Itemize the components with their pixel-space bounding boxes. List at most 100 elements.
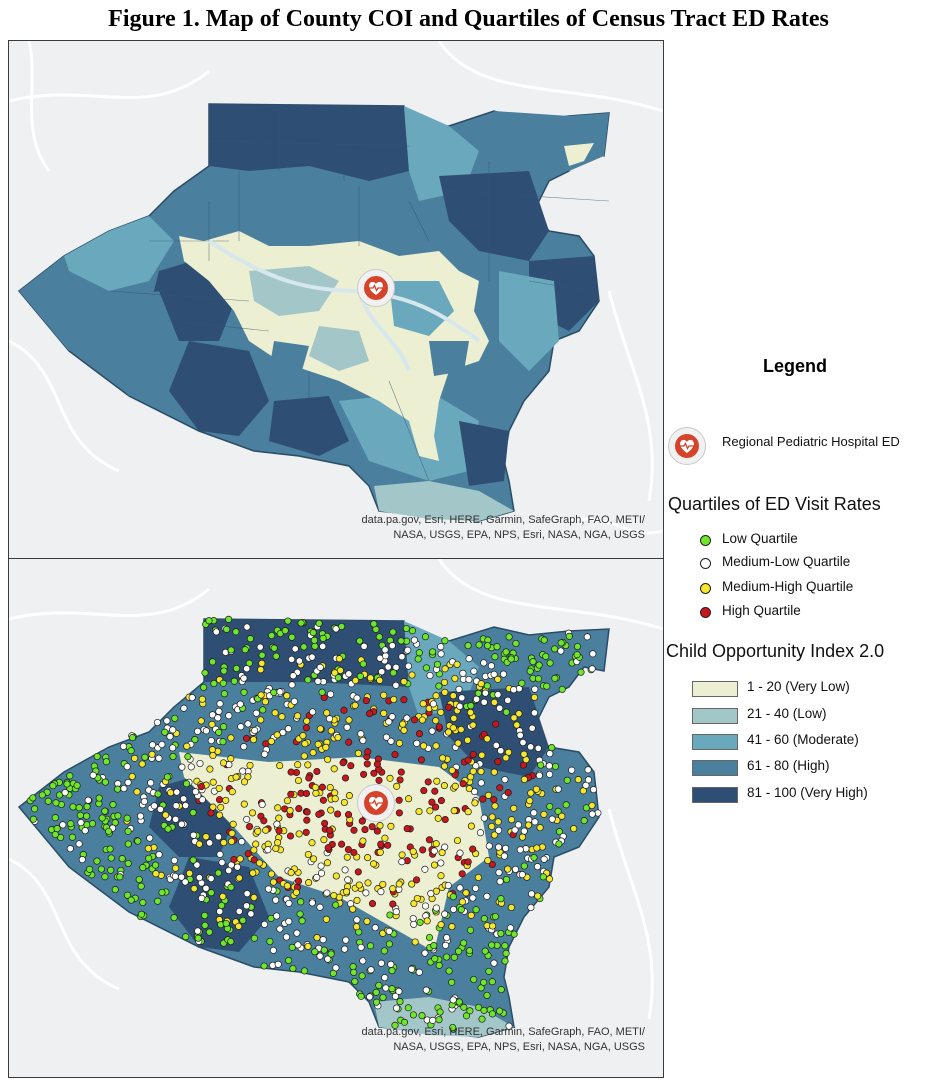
- tract-dot: [377, 840, 385, 848]
- tract-dot: [254, 827, 262, 835]
- tract-dot: [436, 1008, 444, 1016]
- tract-dot: [534, 892, 542, 900]
- tract-dot: [377, 959, 385, 967]
- tract-dot: [465, 785, 473, 793]
- coi-label: 21 - 40 (Low): [747, 706, 827, 721]
- tract-dot: [555, 828, 564, 836]
- tract-dot: [83, 812, 91, 820]
- tract-dot: [264, 846, 272, 854]
- tract-dot: [536, 824, 544, 832]
- tract-dot: [531, 818, 539, 826]
- tract-dot: [411, 716, 419, 724]
- tract-dot: [313, 873, 321, 881]
- tract-dot: [565, 632, 573, 640]
- tract-dot: [135, 875, 143, 884]
- tract-dot: [235, 922, 243, 930]
- tract-dot: [177, 873, 186, 881]
- tract-dot: [275, 827, 283, 835]
- tract-dot: [438, 849, 446, 857]
- tract-dot: [477, 767, 485, 776]
- tract-dot: [230, 677, 238, 685]
- quartile-label: Low Quartile: [722, 531, 798, 546]
- tract-dot: [304, 676, 312, 684]
- tract-dot: [240, 800, 248, 808]
- tract-dot: [251, 726, 259, 735]
- tract-dot: [244, 720, 252, 728]
- coi-map-panel[interactable]: data.pa.gov, Esri, HERE, Garmin, SafeGra…: [8, 40, 664, 559]
- tract-dot: [163, 773, 171, 781]
- tract-dot: [386, 911, 394, 919]
- tract-dot: [128, 772, 136, 781]
- tract-dot: [133, 788, 141, 796]
- tract-dot: [513, 721, 521, 729]
- tract-dot: [109, 801, 117, 809]
- tract-dot: [467, 911, 475, 919]
- tract-dot: [382, 984, 390, 992]
- tract-dot: [449, 724, 457, 732]
- tract-dot: [370, 860, 378, 868]
- tract-dot: [123, 763, 131, 771]
- tract-dot: [529, 658, 537, 666]
- tract-dot: [392, 681, 400, 689]
- tract-dot: [170, 914, 178, 922]
- tract-dot: [353, 916, 361, 924]
- tract-dot: [258, 659, 266, 667]
- tract-dot: [334, 674, 342, 682]
- tract-dot: [345, 716, 353, 724]
- tract-dot: [314, 677, 322, 685]
- tract-dot: [456, 849, 464, 857]
- tract-dot: [391, 751, 399, 759]
- tract-dot: [353, 694, 361, 702]
- tract-dot: [38, 791, 46, 799]
- tract-dot: [147, 779, 155, 787]
- tract-dot: [399, 720, 407, 728]
- tract-dot: [261, 698, 269, 706]
- tract-dot: [84, 796, 92, 804]
- tract-dot: [356, 672, 364, 680]
- tract-dot: [377, 888, 385, 896]
- tract-dot: [450, 714, 458, 722]
- tract-dot: [483, 682, 491, 690]
- hospital-marker-icon[interactable]: [357, 784, 395, 822]
- tract-dot: [304, 761, 312, 769]
- tract-dot: [487, 662, 495, 670]
- tract-dot: [483, 991, 491, 999]
- tract-dot: [250, 893, 258, 902]
- tract-dot: [554, 785, 562, 793]
- tract-dot: [316, 903, 324, 911]
- tract-dot: [44, 797, 52, 805]
- tract-dot: [360, 642, 368, 650]
- tract-dot: [349, 963, 357, 971]
- tract-dot: [319, 642, 327, 650]
- tract-dot: [520, 750, 528, 758]
- tract-dot: [259, 706, 267, 714]
- tract-dot: [124, 778, 132, 787]
- tract-dot: [545, 762, 553, 770]
- tract-dot: [323, 889, 331, 897]
- tract-dot: [515, 710, 523, 718]
- tract-dot: [418, 716, 426, 724]
- tract-dot: [477, 779, 485, 787]
- tract-dot: [466, 1007, 474, 1015]
- tract-dot: [357, 943, 365, 951]
- tract-dot: [236, 700, 244, 708]
- hospital-marker-icon[interactable]: [357, 269, 395, 307]
- tract-dot: [327, 950, 335, 958]
- tract-dot: [441, 665, 449, 673]
- basemap-roads: [9, 559, 663, 1020]
- tract-dot: [309, 708, 317, 716]
- tract-dot: [524, 821, 533, 829]
- tract-dot: [300, 643, 308, 651]
- tract-dot: [528, 890, 536, 898]
- tract-dot: [490, 796, 498, 804]
- tract-dot: [216, 850, 224, 858]
- county-boundary: [17, 103, 610, 522]
- tract-dot: [200, 683, 208, 691]
- tract-dot: [413, 876, 421, 884]
- ed-quartile-map-panel[interactable]: data.pa.gov, Esri, HERE, Garmin, SafeGra…: [8, 558, 664, 1078]
- tract-dot: [548, 815, 556, 823]
- tract-dot: [537, 761, 545, 769]
- hospital-legend-icon: [668, 427, 706, 465]
- tract-dot: [123, 891, 132, 899]
- coi-swatch: [692, 787, 738, 803]
